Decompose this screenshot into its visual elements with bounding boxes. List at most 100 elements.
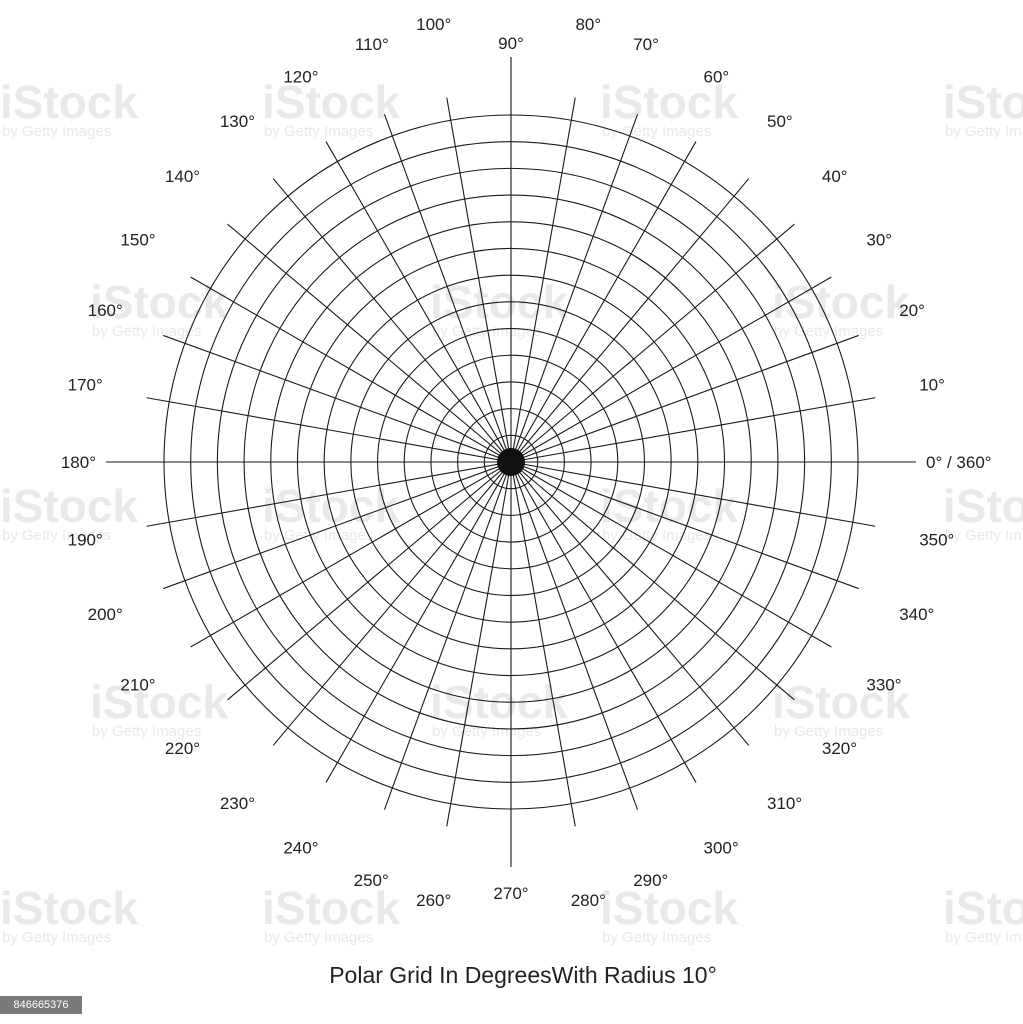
grid-spoke-70 [510, 114, 639, 463]
grid-spoke-30 [510, 276, 832, 463]
svg-text:iStock: iStock [943, 76, 1023, 128]
grid-spoke-260 [446, 461, 512, 827]
angle-label-220: 220° [165, 739, 200, 758]
grid-spoke-250 [383, 461, 512, 810]
svg-text:by Getty Images: by Getty Images [945, 929, 1023, 946]
grid-spoke-160 [163, 334, 512, 463]
svg-text:by Getty Images: by Getty Images [264, 527, 373, 544]
svg-text:by Getty Images: by Getty Images [432, 323, 541, 340]
angle-label-80: 80° [575, 15, 601, 34]
angle-label-200: 200° [88, 605, 123, 624]
svg-text:by Getty Images: by Getty Images [92, 723, 201, 740]
angle-label-240: 240° [283, 838, 318, 857]
grid-spoke-280 [510, 461, 576, 827]
svg-text:by Getty Images: by Getty Images [2, 527, 111, 544]
center-point [497, 448, 525, 476]
grid-spoke-40 [510, 223, 795, 463]
grid-spoke-340 [510, 461, 859, 590]
grid-spoke-10 [510, 397, 876, 463]
svg-text:by Getty Images: by Getty Images [264, 123, 373, 140]
grid-spoke-330 [510, 461, 832, 648]
svg-text:iStock: iStock [262, 76, 400, 128]
stock-id-badge: 846665376 [0, 996, 82, 1014]
grid-spoke-60 [510, 141, 697, 463]
svg-text:by Getty Images: by Getty Images [774, 723, 883, 740]
angle-label-120: 120° [283, 68, 318, 87]
svg-text:iStock: iStock [600, 76, 738, 128]
svg-text:iStock: iStock [0, 480, 138, 532]
grid-spoke-150 [190, 276, 512, 463]
angle-label-290: 290° [633, 871, 668, 890]
svg-text:by Getty Images: by Getty Images [774, 323, 883, 340]
svg-text:iStock: iStock [262, 882, 400, 934]
angle-label-300: 300° [704, 838, 739, 857]
svg-text:iStock: iStock [943, 480, 1023, 532]
angle-labels: 0° / 360° 10° 20° 30° 40° 50° 60° 70° 80° 90° 100°… [61, 15, 992, 910]
svg-text:by Getty Images: by Getty Images [264, 929, 373, 946]
grid-spoke-230 [272, 461, 512, 746]
angle-label-70: 70° [633, 35, 659, 54]
grid-spoke-320 [510, 461, 795, 701]
svg-text:iStock: iStock [90, 676, 228, 728]
angle-label-140: 140° [165, 167, 200, 186]
svg-text:by Getty Images: by Getty Images [92, 323, 201, 340]
angle-label-210: 210° [120, 676, 155, 695]
svg-text:iStock: iStock [772, 676, 910, 728]
angle-label-260: 260° [416, 891, 451, 910]
angle-label-180: 180° [61, 453, 96, 472]
angle-label-150: 150° [120, 231, 155, 250]
grid-spoke-50 [510, 178, 750, 463]
grid-spoke-350 [510, 461, 876, 527]
svg-text:by Getty Images: by Getty Images [602, 929, 711, 946]
angle-label-40: 40° [822, 167, 848, 186]
angle-label-280: 280° [571, 891, 606, 910]
grid-spoke-120 [325, 141, 512, 463]
svg-text:iStock: iStock [262, 480, 400, 532]
grid-spoke-290 [510, 461, 639, 810]
angle-label-20: 20° [899, 301, 925, 320]
svg-text:by Getty Images: by Getty Images [432, 723, 541, 740]
angle-label-350: 350° [919, 530, 954, 549]
angle-label-340: 340° [899, 605, 934, 624]
angle-label-170: 170° [68, 376, 103, 395]
angle-label-270: 270° [493, 884, 528, 903]
angle-label-130: 130° [220, 112, 255, 131]
grid-spoke-110 [383, 114, 512, 463]
angle-label-310: 310° [767, 794, 802, 813]
angle-label-110: 110° [355, 35, 389, 54]
svg-text:iStock: iStock [943, 882, 1023, 934]
svg-text:iStock: iStock [600, 882, 738, 934]
grid-spoke-170 [146, 397, 512, 463]
angle-label-100: 100° [416, 15, 451, 34]
angle-label-230: 230° [220, 794, 255, 813]
svg-text:iStock: iStock [772, 276, 910, 328]
svg-text:iStock: iStock [0, 76, 138, 128]
angle-label-90: 90° [498, 34, 524, 53]
angle-label-250: 250° [354, 871, 389, 890]
diagram-caption: Polar Grid In DegreesWith Radius 10° [329, 962, 717, 988]
angle-label-320: 320° [822, 739, 857, 758]
angle-label-10: 10° [919, 376, 945, 395]
svg-text:by Getty Images: by Getty Images [2, 123, 111, 140]
grid-spoke-100 [446, 97, 512, 463]
angle-label-330: 330° [866, 676, 901, 695]
angle-label-30: 30° [866, 231, 892, 250]
angle-label-190: 190° [68, 530, 103, 549]
grid-spoke-200 [163, 461, 512, 590]
